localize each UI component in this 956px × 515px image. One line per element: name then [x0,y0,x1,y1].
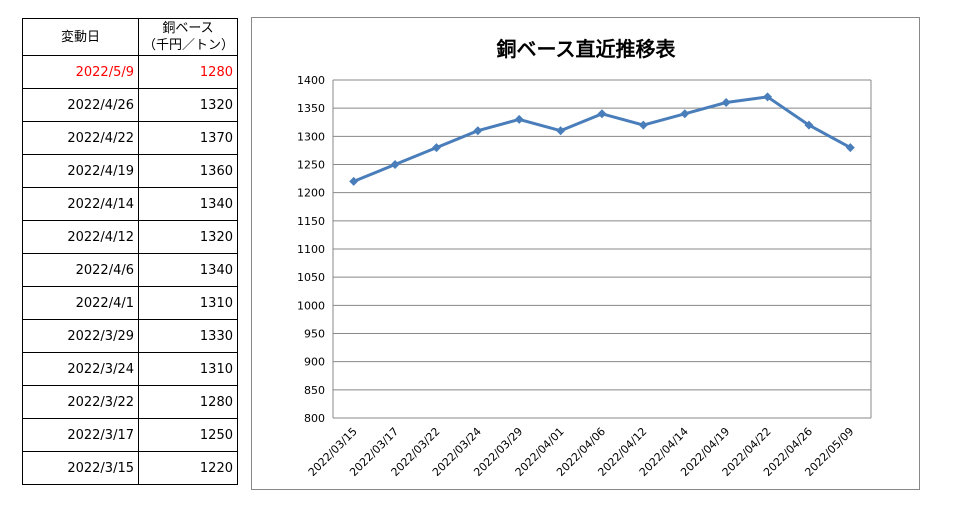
cell-value: 1370 [138,121,238,155]
data-point [514,114,524,124]
cell-value: 1320 [138,220,238,254]
cell-date: 2022/4/14 [22,187,139,221]
table-row: 2022/3/29 1330 [22,319,238,353]
cell-date: 2022/4/22 [22,121,139,155]
data-point [845,143,855,153]
data-point [349,176,359,186]
line-chart: 銅ベース直近推移表 800 850 900 950 1000 1050 1100 1150 120… [297,37,872,479]
data-point [597,109,607,119]
cell-date: 2022/4/1 [22,286,139,320]
table-header: 変動日 銅ベース （千円／トン） [22,18,238,56]
cell-value: 1280 [138,385,238,419]
cell-value: 1360 [138,154,238,188]
cell-value: 1220 [138,451,238,485]
header-value: 銅ベース （千円／トン） [138,18,238,56]
table-row: 2022/3/15 1220 [22,451,238,485]
y-tick-label: 1000 [297,299,325,312]
price-table: 変動日 銅ベース （千円／トン） 2022/5/9 1280 2022/4/26 132… [22,18,238,485]
table-row: 2022/4/6 1340 [22,253,238,287]
y-tick-label: 1200 [297,187,325,200]
data-point [763,92,773,102]
y-tick-label: 1300 [297,130,325,143]
table-row: 2022/4/1 1310 [22,286,238,320]
cell-date: 2022/3/24 [22,352,139,386]
cell-value: 1340 [138,253,238,287]
header-value-line1: 銅ベース [162,21,214,36]
cell-date: 2022/4/26 [22,88,139,122]
data-point [390,160,400,169]
y-tick-label: 950 [304,328,325,341]
data-point [473,126,483,136]
y-tick-label: 850 [304,384,325,397]
data-point [638,120,648,130]
data-point [431,143,441,153]
data-point [680,109,690,119]
table-row: 2022/4/12 1320 [22,220,238,254]
header-value-line2: （千円／トン） [143,38,235,53]
table-row: 2022/4/22 1370 [22,121,238,155]
cell-value: 1320 [138,88,238,122]
cell-value: 1330 [138,319,238,353]
table-row: 2022/3/22 1280 [22,385,238,419]
table-row: 2022/4/14 1340 [22,187,238,221]
cell-date: 2022/4/12 [22,220,139,254]
cell-date: 2022/3/22 [22,385,139,419]
y-tick-label: 900 [304,356,325,369]
cell-date: 2022/5/9 [22,55,139,89]
cell-value: 1280 [138,55,238,89]
y-tick-label: 1050 [297,271,325,284]
data-point [556,126,566,136]
table-row: 2022/4/19 1360 [22,154,238,188]
y-tick-label: 1250 [297,159,325,172]
y-tick-label: 1350 [297,102,325,115]
chart: 銅ベース直近推移表 800 850 900 950 1000 1050 1100 1150 120… [251,17,920,490]
y-tick-label: 1400 [297,74,325,87]
cell-date: 2022/3/15 [22,451,139,485]
table-row: 2022/3/17 1250 [22,418,238,452]
cell-value: 1340 [138,187,238,221]
cell-date: 2022/4/6 [22,253,139,287]
table-row: 2022/5/9 1280 [22,55,238,89]
cell-date: 2022/4/19 [22,154,139,188]
chart-title: 銅ベース直近推移表 [497,37,677,61]
data-point [721,98,731,108]
header-date: 変動日 [22,18,139,56]
y-tick-label: 1100 [297,243,325,256]
cell-value: 1310 [138,286,238,320]
table-row: 2022/3/24 1310 [22,352,238,386]
y-tick-label: 1150 [297,215,325,228]
cell-date: 2022/3/17 [22,418,139,452]
y-tick-label: 800 [304,412,325,425]
cell-value: 1250 [138,418,238,452]
cell-date: 2022/3/29 [22,319,139,353]
data-point [804,120,814,130]
cell-value: 1310 [138,352,238,386]
table-row: 2022/4/26 1320 [22,88,238,122]
